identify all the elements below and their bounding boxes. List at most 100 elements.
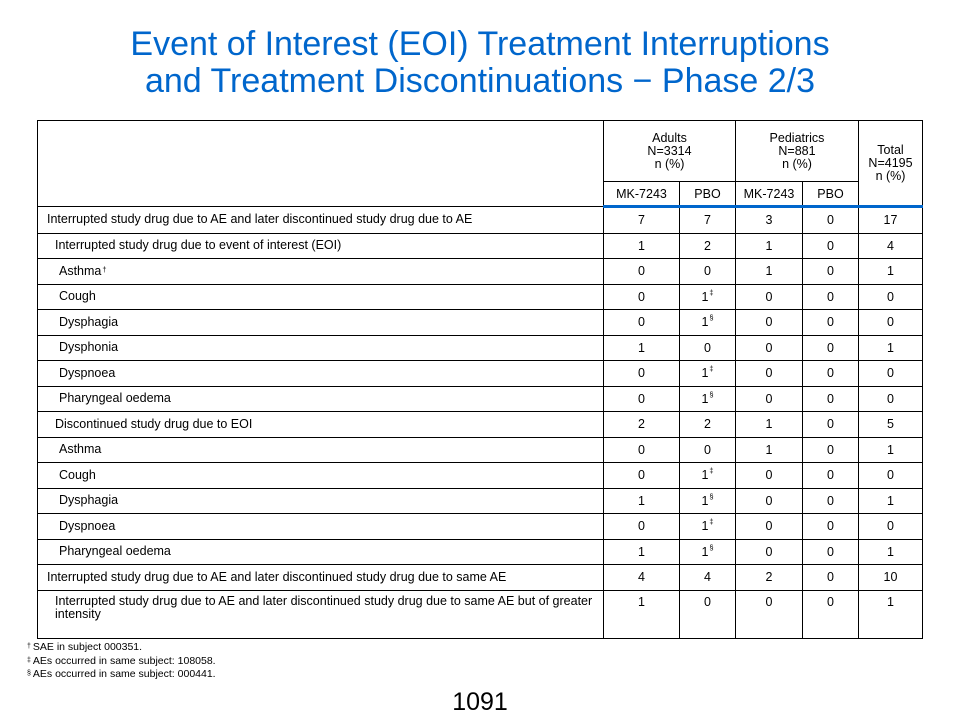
value-text: 0 (638, 519, 645, 534)
slide-title: Event of Interest (EOI) Treatment Interr… (0, 26, 960, 100)
value-cell: 0 (735, 283, 803, 310)
value-text: 0 (638, 366, 645, 381)
row-label: Pharyngeal oedema (37, 385, 604, 412)
value-cell: 0 (858, 309, 923, 336)
value-cell: 1 (858, 258, 923, 285)
value-cell: 7 (679, 206, 736, 234)
row-label-text: Discontinued study drug due to EOI (55, 416, 253, 431)
value-text: 1 (701, 289, 709, 304)
footnote: † SAE in subject 000351. (27, 641, 216, 655)
value-text: 0 (765, 366, 773, 381)
value-text: 4 (638, 570, 645, 585)
value-cell: 1 (603, 538, 680, 565)
value-cell: 0 (735, 513, 803, 540)
value-cell: 1§ (679, 538, 736, 565)
footnote-symbol: § (27, 670, 31, 677)
value-text: 0 (887, 468, 894, 483)
value-cell: 1 (603, 589, 680, 639)
header-total: Total N=4195 n (%) (858, 120, 923, 208)
value-cell: 0 (802, 564, 859, 591)
table-row: Dysphagia 0 1§ 0 0 0 (37, 309, 923, 336)
value-text: 1 (701, 366, 709, 381)
page-number: 1091 (452, 688, 508, 716)
row-label-text: Dyspnoea (59, 365, 116, 380)
value-cell: 0 (802, 513, 859, 540)
row-label-text: Pharyngeal oedema (59, 391, 171, 406)
footnote: ‡ AEs occurred in same subject: 108058. (27, 655, 216, 669)
value-text: 1 (887, 264, 894, 279)
eoi-table: Adults N=3314 n (%) Pediatrics N=881 n (… (37, 120, 923, 639)
row-label: Cough (37, 462, 604, 489)
value-text: 0 (765, 340, 773, 355)
value-text: 1 (638, 544, 645, 559)
value-cell: 0 (735, 360, 803, 387)
value-text: 0 (827, 213, 834, 228)
header-adults: Adults N=3314 n (%) (603, 120, 736, 182)
value-text: 1 (701, 519, 709, 534)
footnote-mark: § (709, 491, 714, 501)
value-cell: 0 (802, 258, 859, 285)
value-text: 7 (638, 213, 645, 228)
value-text: 0 (765, 493, 773, 508)
value-text: 0 (765, 391, 773, 406)
value-cell: 17 (858, 206, 923, 234)
row-label: Cough (37, 283, 604, 310)
footnote-mark: ‡ (709, 287, 714, 297)
row-label-text: Asthma (59, 263, 102, 278)
value-text: 1 (765, 264, 773, 279)
value-text: 0 (765, 594, 773, 609)
value-cell: 2 (735, 564, 803, 591)
header-total-n: N=4195 (868, 155, 913, 170)
value-cell: 1 (735, 258, 803, 285)
table-row: Discontinued study drug due to EOI 2 2 1 0 5 (37, 411, 923, 438)
value-text: 1 (701, 315, 709, 330)
value-cell: 1 (858, 334, 923, 361)
value-text: 0 (827, 340, 834, 355)
value-cell: 0 (603, 462, 680, 489)
row-label-text: Dyspnoea (59, 518, 116, 533)
row-label: Interrupted study drug due to AE and lat… (37, 589, 604, 639)
value-text: 0 (887, 366, 894, 381)
header-pediatrics: Pediatrics N=881 n (%) (735, 120, 859, 182)
table-row: Asthma 0 0 1 0 1 (37, 436, 923, 463)
value-cell: 4 (603, 564, 680, 591)
value-cell: 0 (679, 258, 736, 285)
table-body: Interrupted study drug due to AE and lat… (37, 206, 923, 639)
value-cell: 0 (735, 589, 803, 639)
row-label: Interrupted study drug due to AE and lat… (37, 206, 604, 234)
value-cell: 4 (679, 564, 736, 591)
value-text: 10 (883, 570, 898, 585)
value-text: 0 (704, 594, 711, 609)
footnote-symbol: ‡ (27, 656, 31, 664)
value-cell: 10 (858, 564, 923, 591)
value-cell: 0 (735, 309, 803, 336)
value-text: 0 (827, 519, 834, 534)
table-row: Dyspnoea 0 1‡ 0 0 0 (37, 360, 923, 387)
footnote-text: AEs occurred in same subject: 108058. (32, 654, 216, 667)
value-text: 0 (827, 264, 834, 279)
value-text: 0 (827, 417, 834, 432)
value-cell: 0 (735, 462, 803, 489)
value-text: 1 (887, 442, 894, 457)
header-total-unit: n (%) (875, 168, 906, 183)
value-cell: 3 (735, 206, 803, 234)
value-text: 2 (638, 417, 645, 432)
row-label-text: Interrupted study drug due to event of i… (55, 238, 342, 253)
table-row: Dysphonia 1 0 0 0 1 (37, 334, 923, 361)
value-cell: 0 (735, 487, 803, 514)
value-text: 0 (887, 391, 894, 406)
row-label: Dysphonia (37, 334, 604, 361)
value-text: 0 (765, 315, 773, 330)
value-text: 2 (765, 570, 773, 585)
table-row: Cough 0 1‡ 0 0 0 (37, 283, 923, 310)
value-cell: 1 (603, 334, 680, 361)
row-label-text: Pharyngeal oedema (59, 544, 171, 559)
value-text: 17 (883, 213, 898, 228)
value-text: 0 (827, 442, 834, 457)
value-cell: 0 (679, 334, 736, 361)
footnote-mark: ‡ (709, 466, 714, 476)
value-cell: 0 (603, 258, 680, 285)
value-cell: 0 (858, 462, 923, 489)
value-cell: 1 (858, 538, 923, 565)
value-text: 1 (887, 544, 894, 559)
